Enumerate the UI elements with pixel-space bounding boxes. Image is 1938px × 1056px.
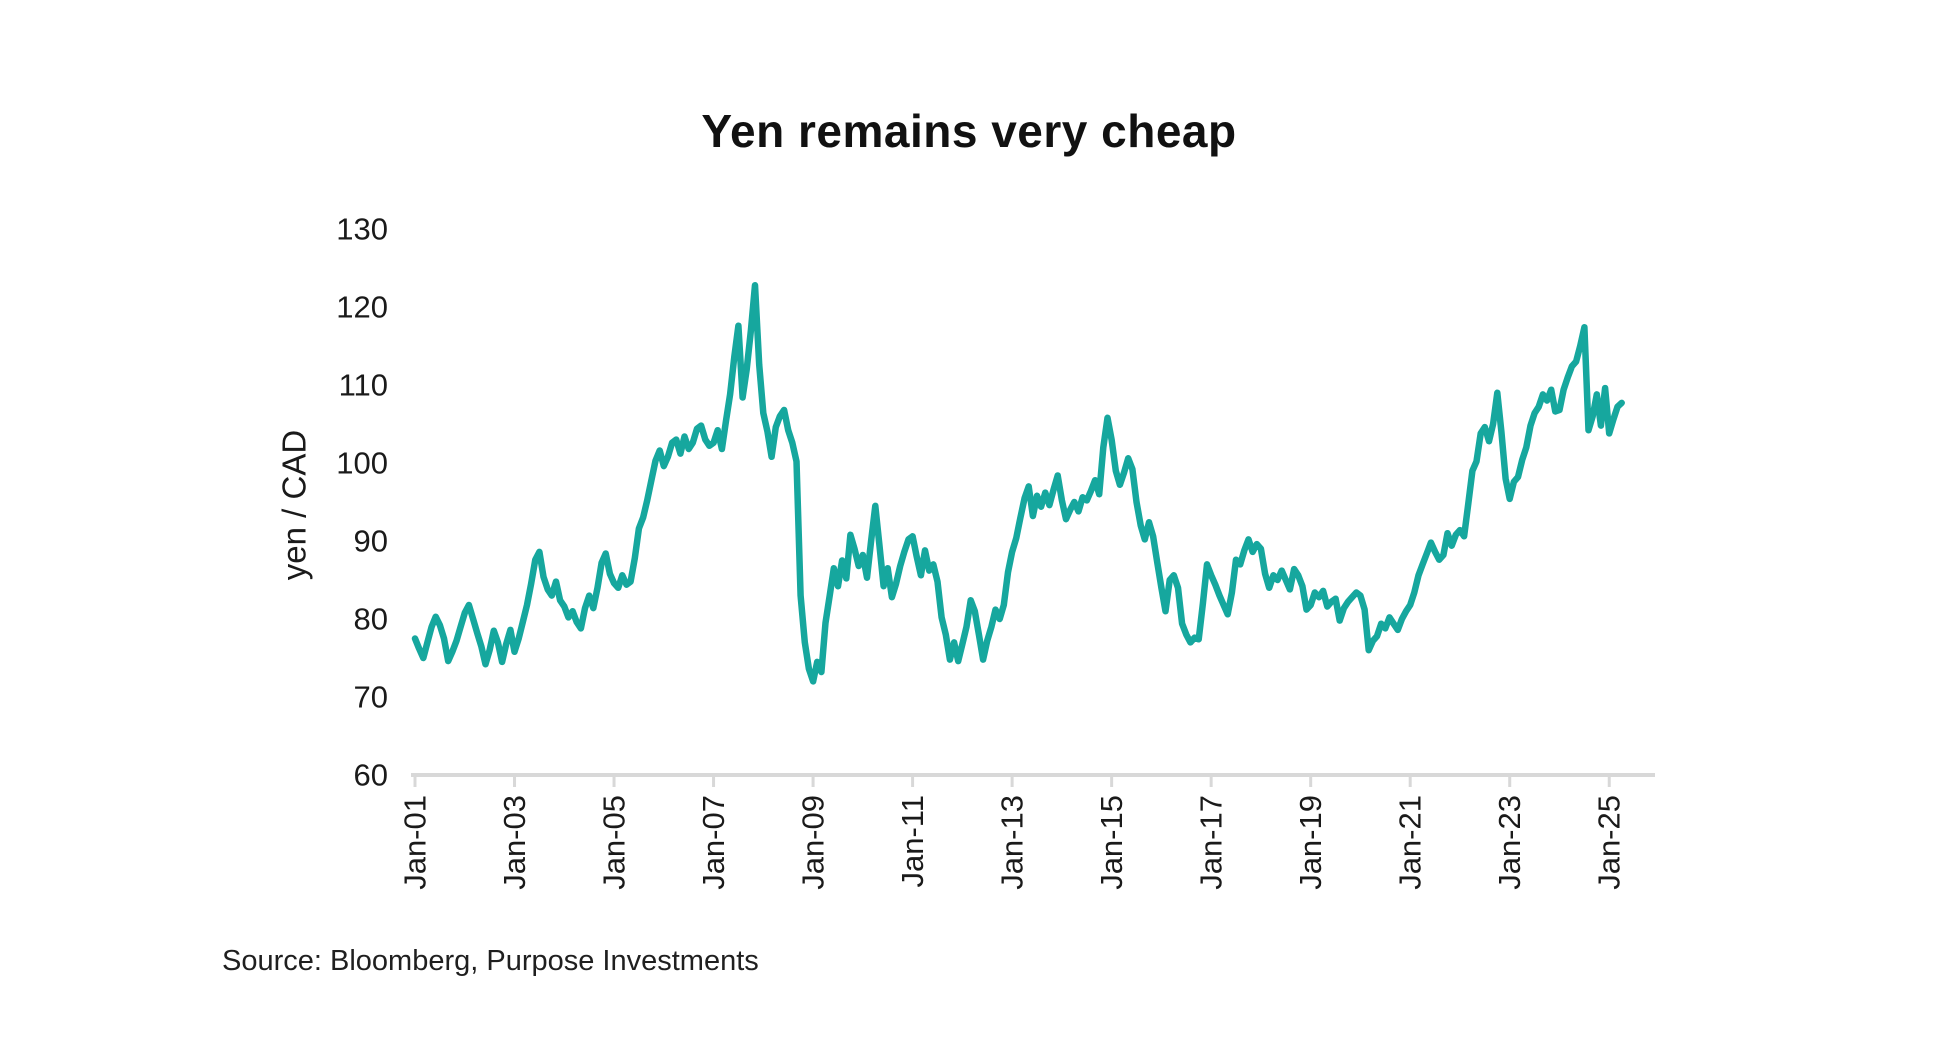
y-tick-label: 90	[354, 524, 388, 559]
y-axis-title: yen / CAD	[276, 430, 313, 580]
x-tick-label: Jan-05	[597, 795, 632, 890]
x-tick-label: Jan-15	[1094, 795, 1129, 890]
y-tick-label: 70	[354, 680, 388, 715]
x-tick-label: Jan-25	[1592, 795, 1627, 890]
x-tick-label: Jan-09	[796, 795, 831, 890]
x-tick-label: Jan-07	[696, 795, 731, 890]
x-tick-label: Jan-23	[1492, 795, 1527, 890]
x-tick-label: Jan-19	[1293, 795, 1328, 890]
x-tick-label: Jan-01	[398, 795, 433, 890]
y-tick-label: 60	[354, 758, 388, 793]
chart-title: Yen remains very cheap	[701, 105, 1237, 157]
y-tick-label: 80	[354, 602, 388, 637]
y-tick-label: 120	[336, 290, 388, 325]
y-tick-label: 110	[339, 368, 388, 403]
series-line	[411, 281, 1625, 685]
x-tick-label: Jan-03	[497, 795, 532, 890]
x-tick-label: Jan-11	[895, 795, 930, 888]
x-tick-label: Jan-13	[995, 795, 1030, 890]
source-note: Source: Bloomberg, Purpose Investments	[222, 945, 759, 977]
x-tick-label: Jan-17	[1194, 795, 1229, 890]
x-tick-label: Jan-21	[1393, 795, 1428, 890]
y-tick-label: 130	[336, 212, 388, 247]
y-tick-label: 100	[336, 446, 388, 481]
